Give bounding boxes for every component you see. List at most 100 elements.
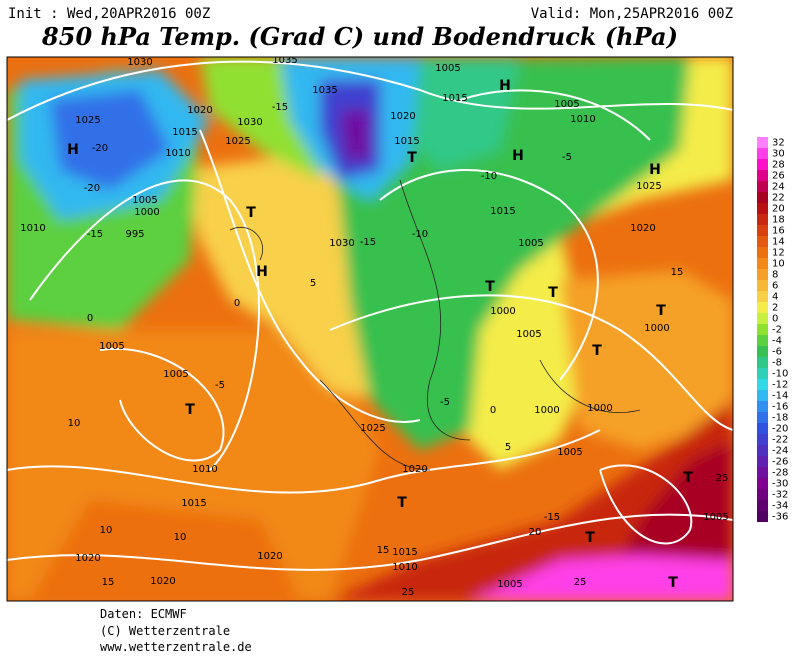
contour-label: 1020 <box>150 576 175 587</box>
colorbar-swatch <box>757 467 768 478</box>
colorbar-label: -10 <box>772 369 788 380</box>
pressure-center: H <box>67 142 79 158</box>
colorbar-label: -28 <box>772 468 788 479</box>
pressure-center: T <box>668 575 678 591</box>
contour-label: -10 <box>481 171 497 182</box>
colorbar-swatch <box>757 445 768 456</box>
colorbar-label: 24 <box>772 182 785 193</box>
colorbar-swatch <box>757 181 768 192</box>
contour-label: -20 <box>92 143 108 154</box>
contour-label: -10 <box>412 229 428 240</box>
colorbar-swatch <box>757 203 768 214</box>
colorbar-label: -8 <box>772 358 782 369</box>
colorbar-swatch <box>757 335 768 346</box>
colorbar-label: -2 <box>772 325 782 336</box>
colorbar-swatch <box>757 313 768 324</box>
colorbar-label: -20 <box>772 424 788 435</box>
pressure-center: T <box>485 279 495 295</box>
contour-label: 1000 <box>644 323 669 334</box>
temperature-area <box>470 555 733 601</box>
colorbar-label: 8 <box>772 270 778 281</box>
contour-label: 25 <box>402 587 415 598</box>
colorbar-label: -12 <box>772 380 788 391</box>
contour-label: 1035 <box>272 55 297 66</box>
contour-label: 1000 <box>490 306 515 317</box>
contour-label: 1020 <box>390 111 415 122</box>
contour-label: 1025 <box>360 423 385 434</box>
colorbar-label: -32 <box>772 490 788 501</box>
contour-label: 1030 <box>329 238 354 249</box>
contour-label: 1005 <box>554 99 579 110</box>
contour-label: 1030 <box>127 57 152 68</box>
colorbar-swatch <box>757 456 768 467</box>
chart-title: 850 hPa Temp. (Grad C) und Bodendruck (h… <box>41 22 678 51</box>
valid-time: Valid: Mon,25APR2016 00Z <box>531 6 733 22</box>
contour-label: -20 <box>84 183 100 194</box>
colorbar-label: -24 <box>772 446 788 457</box>
contour-label: -15 <box>544 512 560 523</box>
contour-label: 10 <box>100 525 113 536</box>
contour-label: -5 <box>215 380 225 391</box>
contour-label: 15 <box>377 545 390 556</box>
pressure-center: H <box>256 264 268 280</box>
colorbar-label: 18 <box>772 215 785 226</box>
contour-label: 1010 <box>20 223 45 234</box>
fields <box>7 57 733 601</box>
colorbar-swatch <box>757 280 768 291</box>
pressure-center: H <box>512 148 524 164</box>
contour-label: 10 <box>68 418 81 429</box>
pressure-center: H <box>649 162 661 178</box>
colorbar-label: -18 <box>772 413 788 424</box>
colorbar-label: -14 <box>772 391 788 402</box>
contour-label: 1005 <box>99 341 124 352</box>
isobar <box>379 169 599 381</box>
isobar <box>7 513 733 571</box>
colorbar-swatch <box>757 258 768 269</box>
contour-label: 0 <box>87 313 93 324</box>
pressure-center: T <box>246 205 256 221</box>
temperature-area <box>560 270 733 450</box>
colorbar-label: -30 <box>772 479 788 490</box>
contour-label: 1015 <box>181 498 206 509</box>
colorbar-swatch <box>757 478 768 489</box>
colorbar-swatch <box>757 346 768 357</box>
colorbar-label: 28 <box>772 160 785 171</box>
contour-label: 1005 <box>163 369 188 380</box>
colorbar-label: -6 <box>772 347 782 358</box>
colorbar-swatch <box>757 434 768 445</box>
colorbar-label: 6 <box>772 281 778 292</box>
pressure-center: T <box>185 402 195 418</box>
temperature-area <box>30 500 300 600</box>
colorbar-swatch <box>757 214 768 225</box>
colorbar-swatch <box>757 500 768 511</box>
contour-label: 5 <box>505 442 511 453</box>
pressure-center: T <box>548 285 558 301</box>
contour-label: 1005 <box>703 512 728 523</box>
contour-label: -15 <box>87 229 103 240</box>
website: www.wetterzentrale.de <box>100 640 252 654</box>
colorbar-swatch <box>757 192 768 203</box>
colorbar-label: 0 <box>772 314 778 325</box>
contour-label: 1015 <box>394 136 419 147</box>
colorbar-label: 2 <box>772 303 778 314</box>
temperature-area <box>50 90 170 190</box>
contour-label: 1010 <box>392 562 417 573</box>
colorbar-swatch <box>757 247 768 258</box>
pressure-center: H <box>499 78 511 94</box>
pressure-center: T <box>656 303 666 319</box>
contour-label: -5 <box>562 152 572 163</box>
contour-label: 1015 <box>442 93 467 104</box>
contour-label: 0 <box>490 405 496 416</box>
contour-label: 1020 <box>630 223 655 234</box>
isobar <box>99 347 225 462</box>
copyright: (C) Wetterzentrale <box>100 624 230 638</box>
colorbar-label: 32 <box>772 138 785 149</box>
contour-label: 1020 <box>75 553 100 564</box>
contour-label: 1025 <box>75 115 100 126</box>
contour-label: 1025 <box>225 136 250 147</box>
colorbar-swatch <box>757 412 768 423</box>
colorbar-label: -36 <box>772 512 788 523</box>
colorbar-swatch <box>757 159 768 170</box>
contour-label: 1010 <box>570 114 595 125</box>
colorbar-label: 14 <box>772 237 785 248</box>
